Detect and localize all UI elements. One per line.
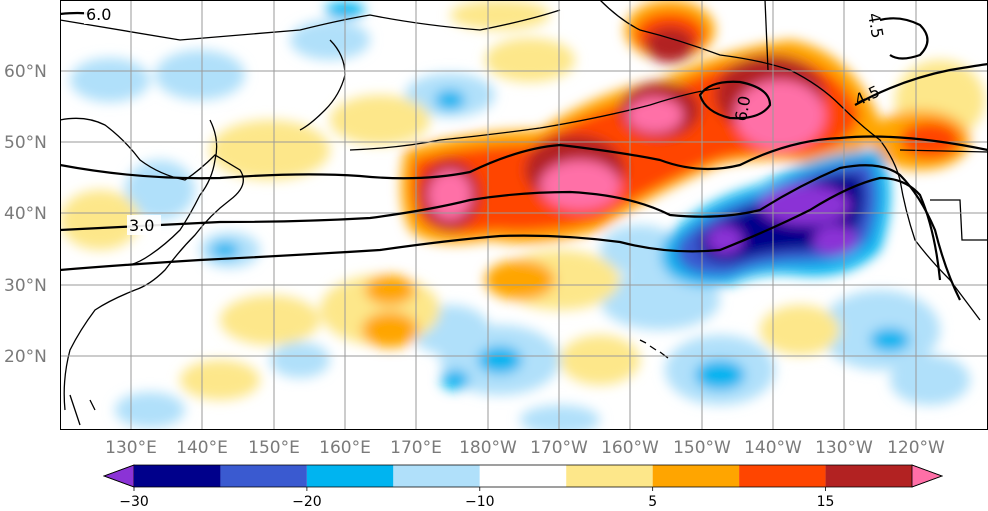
colorbar-swatch — [652, 465, 740, 487]
colorbar-tick-label: −10 — [465, 494, 495, 510]
colorbar-tick-label: −20 — [292, 494, 322, 510]
colorbar-tick-label: 15 — [817, 494, 835, 510]
purple-trough-minima — [707, 185, 857, 255]
contour-south — [60, 176, 942, 281]
contour-label-3-0: 3.0 — [129, 216, 154, 235]
lon-label-160e: 160°E — [319, 438, 371, 458]
lon-label-150w: 150°W — [673, 438, 731, 458]
contour-label-6-0-alaska: 6.0 — [731, 94, 754, 122]
lon-label-180w: 180°W — [459, 438, 517, 458]
lon-label-140w: 140°W — [744, 438, 802, 458]
colorbar-swatch — [134, 465, 221, 487]
lat-label-50n: 50°N — [4, 133, 47, 153]
latitude-labels: 60°N 50°N 40°N 30°N 20°N — [4, 62, 47, 367]
north-america-border-2 — [899, 149, 988, 153]
colorbar-extend-max — [911, 464, 944, 488]
contour-alaska-loop — [698, 80, 772, 120]
kamchatka-coast — [299, 39, 346, 131]
colorbar-tick-label: −30 — [119, 494, 149, 510]
lon-label-150e: 150°E — [248, 438, 300, 458]
lat-label-40n: 40°N — [4, 204, 47, 224]
lon-label-120w: 120°W — [887, 438, 945, 458]
asia-coast — [60, 117, 244, 411]
contour-label-4-5-north: 4.5 — [864, 11, 887, 39]
north-america-border-1 — [764, 0, 769, 71]
contours — [60, 11, 988, 301]
colorbar: −30−20−1051525 — [102, 464, 944, 510]
west-pacific-islands — [69, 394, 96, 426]
coastlines — [60, 0, 988, 426]
contour-north — [60, 135, 988, 180]
pink-anomaly-maxima — [428, 80, 825, 220]
contour-northeast — [854, 62, 988, 106]
gridlines — [60, 0, 988, 430]
longitude-labels: 130°E 140°E 150°E 160°E 170°E 180°W 170°… — [105, 438, 945, 458]
contour-middle — [60, 164, 961, 301]
cyan-anomaly-patches — [211, 2, 910, 390]
map-plot-area: 6.0 3.0 6.0 4.5 4.5 — [60, 0, 988, 430]
north-america-border-3 — [930, 199, 988, 241]
lat-label-30n: 30°N — [4, 276, 47, 296]
colorbar-tick-label: 5 — [648, 494, 657, 510]
contour-labels: 6.0 3.0 6.0 4.5 4.5 — [84, 4, 887, 235]
colorbar-swatch — [739, 465, 826, 487]
colorbar-extend-min — [102, 464, 135, 488]
lon-label-130w: 130°W — [815, 438, 873, 458]
lon-label-130e: 130°E — [105, 438, 157, 458]
lon-label-160w: 160°W — [601, 438, 659, 458]
colorbar-swatch — [306, 465, 394, 487]
lat-label-20n: 20°N — [4, 347, 47, 367]
colorbar-swatch — [479, 465, 567, 487]
contour-top-right — [879, 17, 929, 60]
colorbar-swatch — [220, 465, 307, 487]
japan-coast — [129, 119, 218, 266]
contour-label-6-0-west: 6.0 — [86, 5, 111, 24]
lon-label-170w: 170°W — [530, 438, 588, 458]
colorbar-swatch — [566, 465, 653, 487]
colorbar-swatch — [393, 465, 480, 487]
colorbar-swatch — [825, 465, 912, 487]
alaska-coast — [599, 0, 981, 321]
lon-label-170e: 170°E — [390, 438, 442, 458]
lat-label-60n: 60°N — [4, 62, 47, 82]
hawaii-islands — [639, 339, 669, 359]
lon-label-140e: 140°E — [176, 438, 228, 458]
siberia-coast — [60, 9, 561, 41]
aleutian-chain — [349, 87, 721, 151]
